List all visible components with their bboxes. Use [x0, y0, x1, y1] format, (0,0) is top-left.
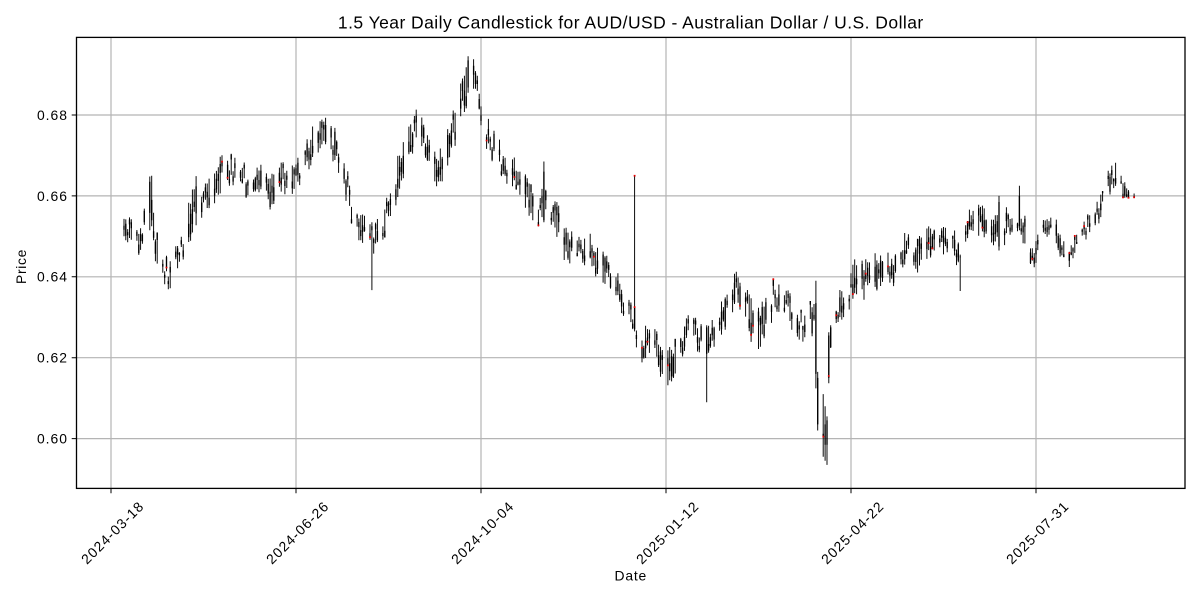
svg-text:0.60: 0.60 — [37, 431, 68, 447]
svg-text:Price: Price — [13, 249, 29, 284]
svg-text:0.66: 0.66 — [37, 188, 68, 204]
svg-text:0.68: 0.68 — [37, 107, 68, 123]
svg-text:1.5 Year Daily Candlestick for: 1.5 Year Daily Candlestick for AUD/USD -… — [338, 12, 924, 32]
svg-text:0.64: 0.64 — [37, 269, 68, 285]
svg-text:0.62: 0.62 — [37, 350, 68, 366]
svg-text:Date: Date — [615, 568, 648, 584]
